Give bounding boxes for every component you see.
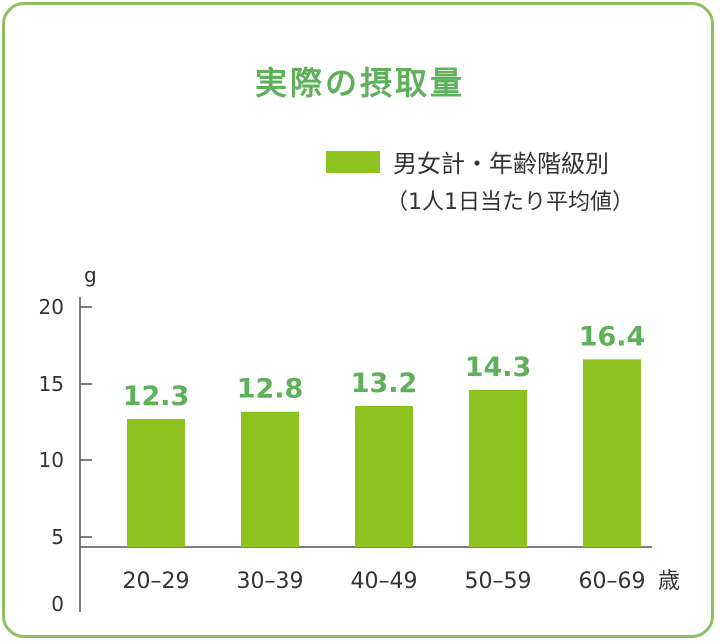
bar-value-label: 12.8 — [237, 374, 304, 405]
y-tick-label: 20 — [39, 295, 64, 319]
y-tick-label: 0 — [51, 592, 64, 616]
legend-sublabel: （1人1日当たり平均値） — [386, 190, 634, 215]
bar — [127, 419, 185, 547]
bar — [469, 389, 527, 547]
x-tick-label: 40–49 — [351, 569, 418, 594]
x-axis-unit: 歳 — [658, 569, 680, 594]
y-axis-unit: g — [84, 263, 97, 287]
bar — [355, 405, 413, 547]
legend-swatch — [326, 151, 380, 173]
y-tick-label: 10 — [39, 448, 64, 472]
bar — [241, 411, 299, 547]
bar — [583, 359, 641, 547]
x-tick-label: 60–69 — [579, 569, 646, 594]
chart-frame — [2, 2, 714, 638]
x-tick-label: 50–59 — [465, 569, 532, 594]
bar-value-label: 14.3 — [465, 352, 532, 383]
bar-value-label: 13.2 — [351, 368, 418, 399]
x-tick-label: 20–29 — [123, 569, 190, 594]
chart-bars — [127, 359, 641, 547]
y-tick-label: 15 — [39, 372, 64, 396]
chart-data-labels: 12.3 20–29 12.8 30–39 13.2 40–49 14.3 50–59 16.4… — [123, 321, 646, 594]
legend-label: 男女計・年齢階級別 — [393, 150, 609, 178]
y-tick-label: 5 — [51, 525, 64, 549]
chart-title: 実際の摂取量 — [254, 64, 465, 102]
bar-value-label: 16.4 — [579, 321, 646, 352]
bar-value-label: 12.3 — [123, 381, 190, 412]
x-tick-label: 30–39 — [237, 569, 304, 594]
